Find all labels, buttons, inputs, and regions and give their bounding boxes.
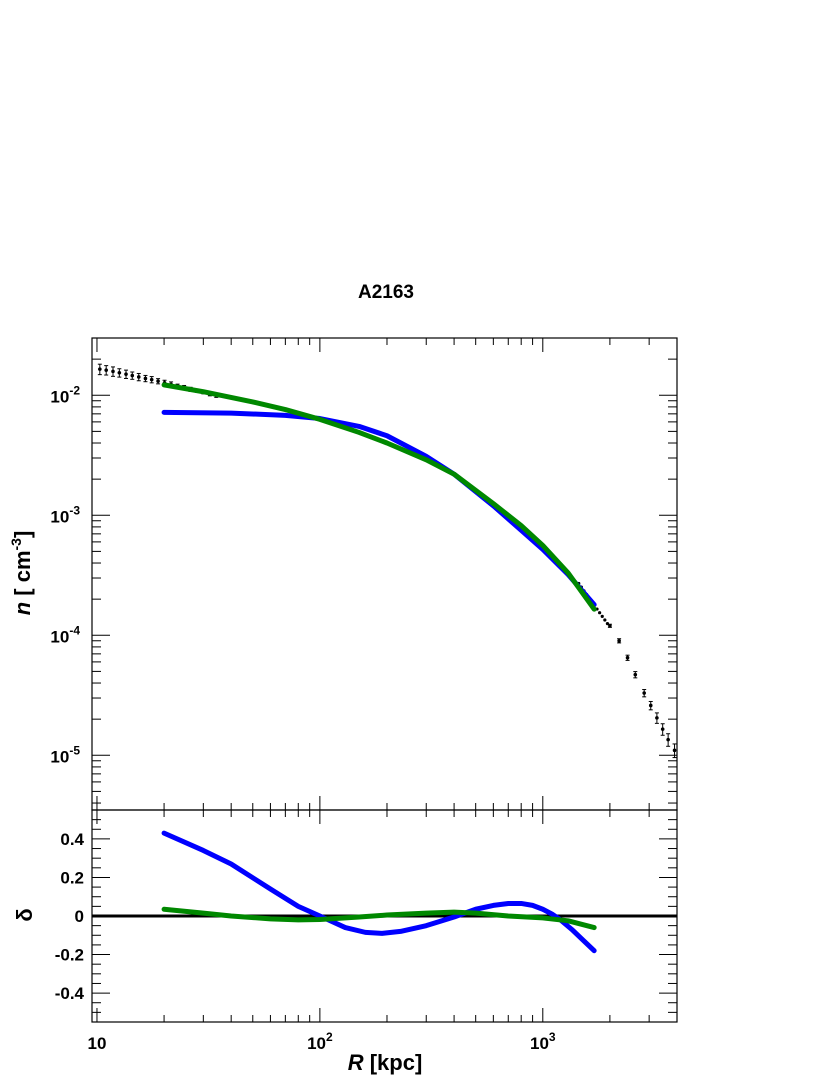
bottom-y-tick-label: 0.4 [60,830,84,849]
x-axis-label: R [kpc] [348,1050,423,1075]
data-point [143,374,148,383]
data-point-marker [104,368,108,372]
data-point [633,671,638,679]
bottom-y-ticks: 0.4 0.2 0 -0.2 -0.4 [55,819,677,1013]
bottom-series [92,830,677,954]
data-point-marker [598,611,602,615]
data-point-marker [608,623,612,628]
x-tick-labels: 10 102 103 [88,1030,556,1053]
data-point [130,371,135,380]
data-point [642,689,647,698]
data-point-marker [642,691,646,695]
data-point-marker [633,672,638,677]
bottom-y-axis-label: δ [12,908,37,921]
model-curve [161,409,597,608]
data-point-marker [672,748,677,753]
data-point-marker [124,372,128,376]
data-point-marker [660,727,665,731]
data-point-marker [130,373,135,378]
data-point-marker [617,638,621,643]
top-y-ticks: 10-2 10-3 10-4 10-5 [50,337,677,804]
data-point-marker [143,376,148,381]
data-point-marker [111,369,115,374]
data-point [648,700,653,711]
x-tick-label: 10 [88,1034,107,1053]
top-y-tick-label: 10-3 [50,503,80,526]
top-series [97,363,677,759]
data-point [117,368,122,378]
data-point-marker [648,703,653,708]
data-point-marker [655,716,659,720]
bottom-y-tick-label: 0 [75,907,84,926]
bottom-x-ticks [96,810,678,1022]
top-x-ticks [96,338,678,810]
residual-curve [161,830,597,954]
data-point-marker [136,375,141,379]
bottom-y-tick-label: -0.4 [55,984,85,1003]
data-point [625,654,630,661]
data-point [149,376,154,384]
data-point [136,372,141,382]
top-panel: 10-2 10-3 10-4 10-5 n [ cm-3] [8,337,678,811]
data-point-marker [600,614,604,618]
data-point [104,365,109,376]
x-tick-label: 102 [307,1030,333,1053]
bottom-y-tick-label: 0.2 [60,868,84,887]
data-point-marker [625,655,630,660]
data-point [654,712,659,724]
data-point [666,733,671,747]
data-point [156,378,161,385]
model-curve [161,382,597,612]
data-point-marker [149,377,154,382]
bottom-panel: 0.4 0.2 0 -0.2 -0.4 δ [12,809,678,1023]
top-y-axis-label: n [ cm-3] [8,531,35,616]
x-tick-label: 103 [530,1030,556,1053]
residual-curve [161,906,597,931]
data-point [124,369,129,379]
bottom-y-tick-label: -0.2 [55,946,84,965]
data-point [672,743,677,759]
chart-title: A2163 [358,282,414,303]
data-point-marker [603,618,607,622]
data-point-marker [98,367,102,371]
data-point [660,723,665,736]
data-point-marker [156,379,160,383]
data-point-marker [605,622,610,626]
data-point-marker [117,370,122,375]
top-y-tick-label: 10-4 [50,623,80,646]
top-y-tick-label: 10-5 [50,743,80,766]
data-point [110,366,115,377]
data-point-marker [666,737,670,742]
top-y-tick-label: 10-2 [50,383,80,406]
data-point [97,363,102,376]
data-point [617,638,622,644]
